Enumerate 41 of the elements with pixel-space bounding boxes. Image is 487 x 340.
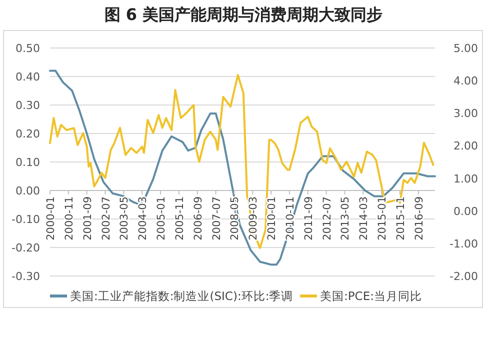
y-tick-label: -0.10 (12, 213, 40, 226)
x-tick-label: 2005-11 (174, 196, 186, 240)
y2-tick-label: 0.00 (454, 204, 478, 218)
y-tick-label: 0.10 (16, 156, 40, 169)
x-tick-label: 2007-07 (210, 196, 223, 240)
chart-title: 图 6 美国产能周期与消费周期大致同步 (104, 5, 383, 24)
x-tick-label: 2008-05 (229, 196, 242, 240)
y-tick-label: 0.30 (16, 99, 40, 112)
y-tick-label: 0.40 (16, 70, 40, 84)
x-tick-label: 2012-07 (321, 196, 334, 240)
y2-tick-label: -2.00 (450, 270, 478, 283)
y2-tick-label: 4.00 (454, 74, 478, 88)
y-tick-label: 0.00 (16, 184, 40, 198)
x-tick-label: 2002-07 (100, 196, 112, 240)
x-tick-label: 2000-01 (45, 196, 57, 240)
x-tick-label: 2011-09 (302, 196, 315, 240)
y2-tick-label: 1.00 (454, 172, 478, 186)
y2-tick-label: 5.00 (454, 42, 478, 55)
x-tick-label: 2000-11 (63, 196, 76, 240)
y2-tick-label: -1.00 (450, 237, 478, 250)
y-tick-label: -0.30 (12, 270, 40, 283)
y2-tick-label: 3.00 (454, 107, 478, 120)
x-tick-label: 2001-09 (82, 196, 94, 240)
x-tick-label: 2006-09 (192, 196, 204, 240)
x-tick-label: 2013-05 (340, 196, 352, 240)
x-tick-label: 2005-01 (156, 196, 168, 240)
x-tick-label: 2009-03 (248, 196, 260, 240)
x-tick-label: 2010-01 (266, 196, 278, 240)
legend-label: 美国:工业产能指数:制造业(SIC):环比:季调 (70, 289, 294, 303)
y-tick-label: 0.50 (16, 42, 40, 55)
x-tick-label: 2004-03 (137, 196, 150, 240)
x-tick-label: 2003-05 (118, 196, 131, 240)
x-tick-label: 2014-03 (358, 196, 370, 240)
x-tick-label: 2016-09 (413, 196, 426, 240)
x-tick-label: 2010-11 (284, 196, 296, 240)
y-tick-label: 0.20 (16, 128, 40, 140)
x-tick-label: 2015-01 (376, 196, 389, 240)
legend-label: 美国:PCE:当月同比 (320, 289, 422, 303)
x-tick-label: 2015-11 (395, 196, 407, 240)
y2-tick-label: 2.00 (454, 140, 478, 153)
y-tick-label: -0.20 (12, 242, 40, 254)
